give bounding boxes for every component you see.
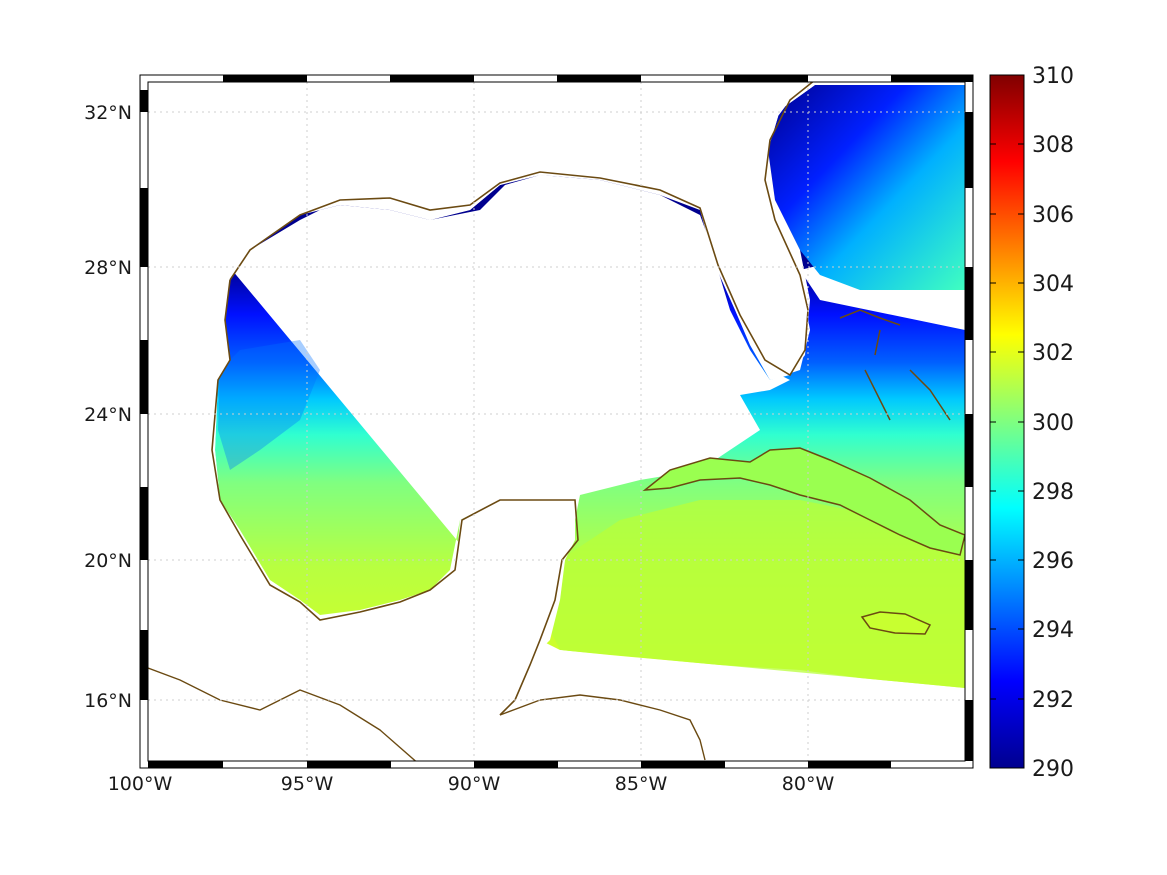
sst-field — [148, 82, 965, 761]
lon-label-90: 90°W — [448, 773, 501, 795]
gulf-coastline — [229, 82, 814, 377]
lon-label-100: 100°W — [108, 773, 173, 795]
western-gulf-field — [218, 340, 320, 470]
colorbar-label-304: 304 — [1032, 272, 1074, 297]
colorbar-label-298: 298 — [1032, 480, 1074, 505]
colorbar-label-292: 292 — [1032, 688, 1074, 713]
bahamas-islands — [839, 309, 951, 421]
colorbar-label-296: 296 — [1032, 549, 1074, 574]
colorbar-ticks — [990, 74, 1024, 700]
colorbar-label-310: 310 — [1032, 64, 1074, 89]
florida-land — [700, 85, 815, 380]
colorbar-label-290: 290 — [1032, 757, 1074, 782]
honduras-coastline — [499, 694, 706, 761]
colorbar-label-302: 302 — [1032, 341, 1074, 366]
colorbar-label-294: 294 — [1032, 618, 1074, 643]
lon-label-80: 80°W — [782, 773, 835, 795]
graticule — [148, 82, 965, 761]
lat-label-20: 20°N — [84, 550, 132, 572]
jamaica-island — [860, 611, 932, 635]
colorbar: 310 308 306 304 302 300 298 296 294 292 … — [989, 64, 1074, 782]
mexico-land — [148, 82, 815, 761]
lat-label-16: 16°N — [84, 690, 132, 712]
colorbar-label-308: 308 — [1032, 133, 1074, 158]
lat-label-24: 24°N — [84, 404, 132, 426]
caribbean-field — [545, 500, 965, 688]
longitude-labels: 100°W 95°W 90°W 85°W 80°W — [108, 773, 835, 795]
lon-label-85: 85°W — [615, 773, 668, 795]
lat-label-28: 28°N — [84, 257, 132, 279]
mexico-coastline — [211, 279, 579, 716]
latitude-labels: 32°N 28°N 24°N 20°N 16°N — [84, 102, 132, 712]
cuba-island — [642, 447, 965, 556]
map-frame — [139, 74, 974, 769]
lat-label-32: 32°N — [84, 102, 132, 124]
lon-label-95: 95°W — [281, 773, 334, 795]
atlantic-field — [768, 85, 965, 290]
central-america-land — [430, 650, 965, 761]
colorbar-label-300: 300 — [1032, 411, 1074, 436]
colorbar-label-306: 306 — [1032, 203, 1074, 228]
